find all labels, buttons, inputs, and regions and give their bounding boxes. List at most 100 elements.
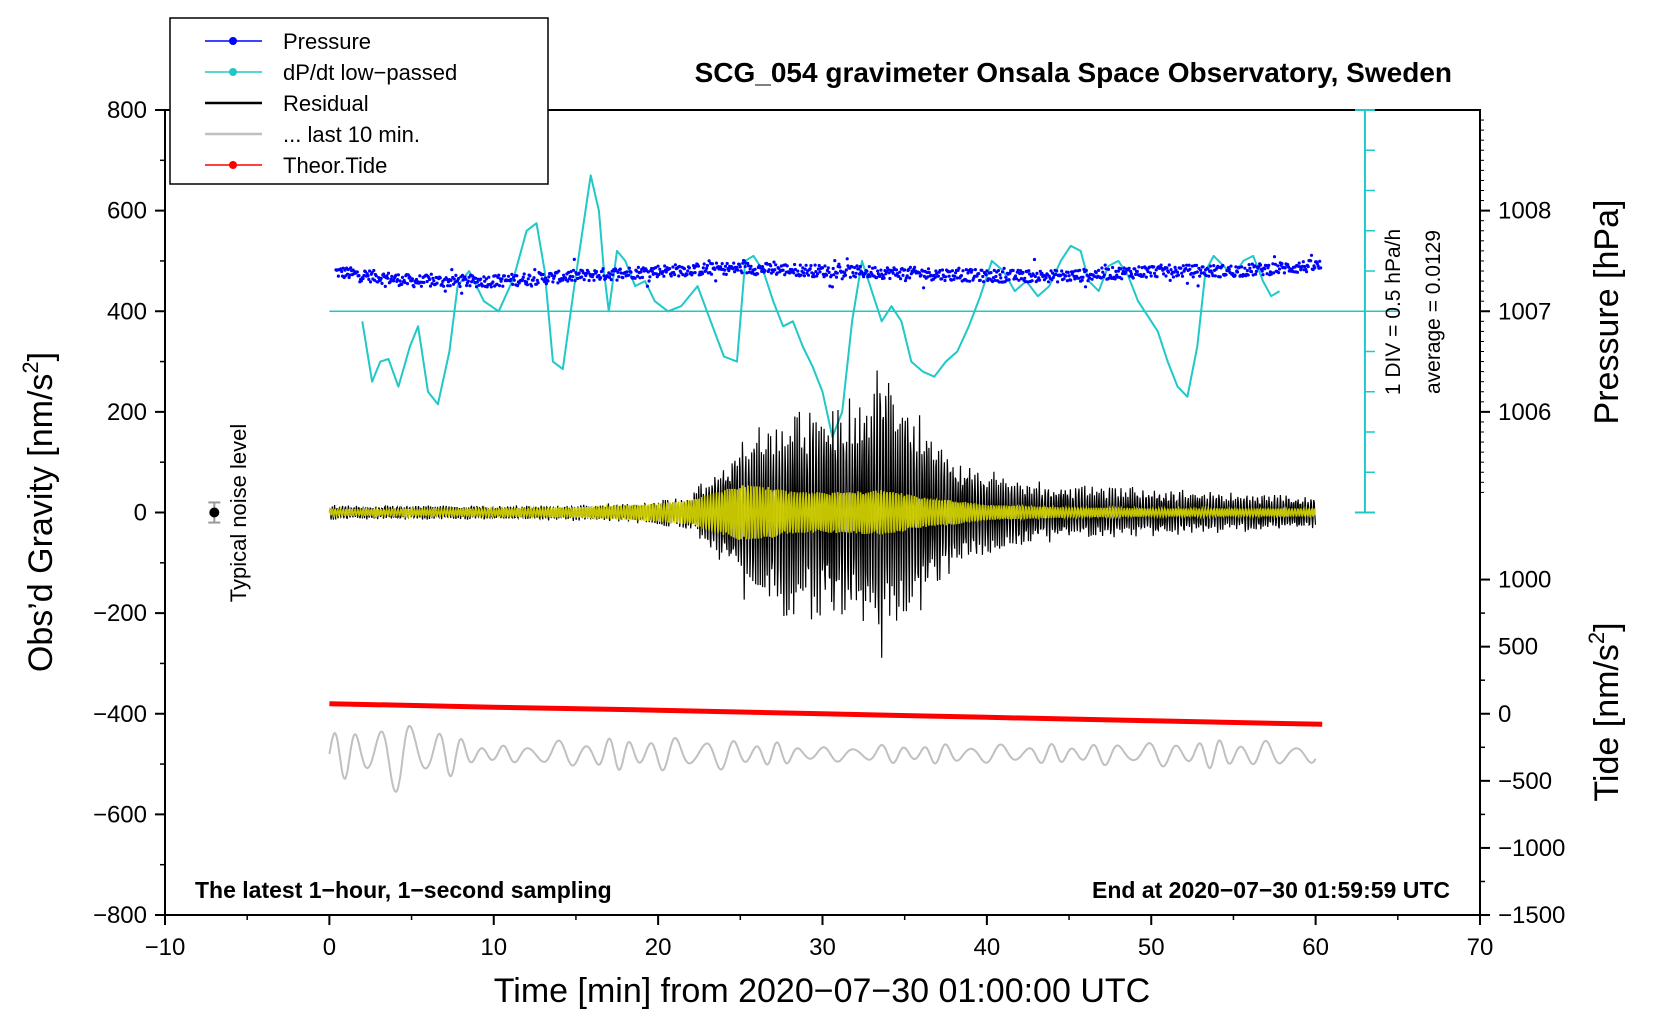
pressure-point [705,263,710,268]
pressure-point [1019,277,1024,281]
chart-title: SCG_054 gravimeter Onsala Space Observat… [695,57,1452,88]
pressure-point [732,261,736,265]
pressure-point [1092,274,1097,279]
pressure-point [570,278,574,282]
pressure-point [1265,272,1269,276]
pressure-point [627,266,632,270]
pressure-point [950,269,955,273]
pressure-point [405,282,410,286]
pressure-point [466,279,470,283]
pressure-point [743,264,747,269]
pressure-point [827,270,831,274]
pressure-point [1184,267,1188,271]
pressure-point [561,278,565,282]
pressure-point [1190,264,1194,268]
pressure-point [582,278,586,282]
pressure-point [814,270,818,274]
pressure-point [948,270,952,274]
pressure-point [629,270,633,274]
pressure-point [968,279,972,283]
pressure-point [723,268,727,272]
pressure-point [927,270,931,275]
pressure-point [525,280,529,284]
pressure-point [465,283,469,288]
pressure-point [1023,280,1028,284]
pressure-point [1229,264,1233,268]
pressure-point [793,267,798,272]
pressure-point [551,280,555,284]
pressure-point [908,265,913,269]
pressure-point [1254,269,1258,273]
pressure-point [1297,261,1301,265]
pressure-point [500,277,504,281]
noise-level-label: Typical noise level [226,424,251,603]
pressure-point [713,267,717,271]
pressure-point [1164,274,1168,278]
pressure-point [806,273,811,277]
pressure-point [429,272,433,276]
pressure-point [483,279,487,283]
legend: Pressure dP/dt low−passed Residual ... last… [169,17,549,185]
pressure-point [982,280,986,284]
pressure-point [521,275,525,279]
pressure-point [837,262,841,266]
dpdt-average-label: average = 0.0129 [1422,230,1445,394]
pressure-point [879,268,883,272]
legend-marker [229,37,237,45]
pressure-point [403,280,407,285]
pressure-point [1209,269,1213,273]
pressure-point [876,269,880,273]
pressure-point [546,279,550,283]
pressure-point [773,268,777,272]
pressure-point [458,284,462,289]
pressure-point [816,272,820,276]
pressure-point [348,273,352,277]
pressure-point [1106,267,1111,271]
pressure-point [442,284,446,288]
pressure-point [388,280,392,284]
pressure-point [1007,278,1011,282]
filtered-residual-series [328,485,1316,540]
pressure-point [709,272,714,276]
pressure-point [763,269,767,273]
pressure-point [586,270,590,274]
pressure-point [571,275,575,279]
pressure-point [1055,269,1059,273]
pressure-point [491,280,495,284]
pressure-point [1261,273,1265,277]
pressure-point [1233,273,1237,278]
pressure-point [398,279,402,283]
pressure-point [1116,275,1120,279]
pressure-point [640,275,645,279]
pressure-point [1295,270,1300,274]
pressure-point [1198,274,1202,278]
noise-point [209,507,220,518]
pressure-point [940,268,945,272]
pressure-point [816,267,821,271]
pressure-point [767,268,771,272]
pressure-point [1237,266,1241,270]
pressure-point [357,274,361,278]
pressure-point [481,284,485,288]
pressure-point [608,275,612,279]
pressure-point [749,264,753,268]
legend-marker [229,68,237,76]
pressure-point [858,264,862,269]
pressure-point [1212,264,1216,268]
pressure-point [731,267,735,271]
pressure-point [633,276,637,280]
pressure-point [530,284,534,288]
pressure-point [536,281,540,285]
pressure-point [671,265,675,269]
pressure-point [802,274,807,278]
pressure-point [830,285,835,289]
pressure-point [888,276,892,281]
pressure-point [1247,263,1251,267]
pressure-point [984,273,988,277]
pressure-point [1234,265,1238,269]
pressure-point [373,278,377,282]
pressure-point [1180,271,1184,275]
pressure-point [1131,276,1135,280]
pressure-point [857,267,861,271]
x-axis-ticks: −10 0 10 20 30 40 50 60 70 [145,915,1493,961]
